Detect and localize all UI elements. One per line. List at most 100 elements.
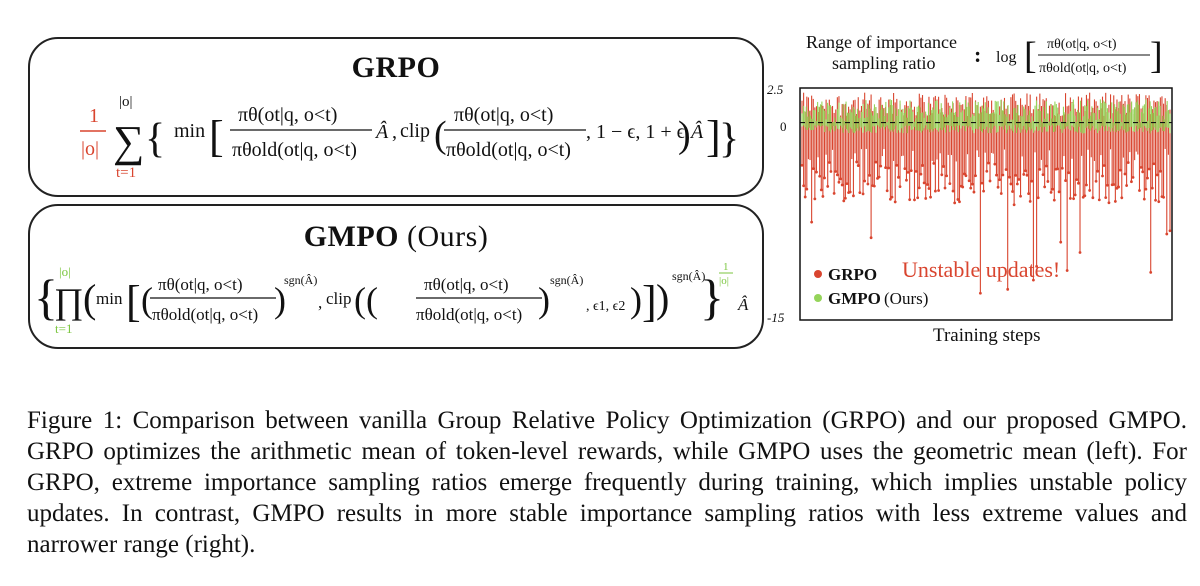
grpo-extreme-point bbox=[1007, 175, 1011, 179]
grpo-ratio1-den: πθold(ot|q, o<t) bbox=[232, 139, 357, 161]
grpo-extreme-point bbox=[972, 190, 976, 194]
gmpo-prod-symbol: ∏ bbox=[54, 281, 84, 321]
gmpo-comma: , bbox=[318, 293, 322, 312]
grpo-extreme-point bbox=[852, 194, 855, 198]
grpo-extreme-point bbox=[1052, 198, 1056, 202]
grpo-extreme-point bbox=[1085, 183, 1088, 187]
grpo-right-brace: } bbox=[719, 116, 739, 162]
grpo-extreme-point bbox=[868, 173, 871, 177]
grpo-adv2: Â bbox=[689, 120, 704, 143]
gmpo-inner-open2: ( bbox=[366, 280, 378, 320]
grpo-extreme-point bbox=[887, 166, 891, 170]
grpo-extreme-point bbox=[1083, 194, 1087, 198]
grpo-extreme-point bbox=[1025, 173, 1029, 177]
grpo-extreme-point bbox=[810, 220, 814, 224]
grpo-extreme-point bbox=[821, 195, 825, 198]
grpo-extreme-point bbox=[1019, 194, 1022, 198]
grpo-extreme-point bbox=[1022, 173, 1026, 176]
grpo-extreme-point bbox=[1104, 196, 1108, 200]
grpo-extreme-point bbox=[897, 175, 900, 179]
grpo-extreme-point bbox=[1060, 166, 1064, 170]
grpo-extreme-point bbox=[1023, 169, 1027, 173]
grpo-extreme-point bbox=[1158, 169, 1162, 173]
grpo-coef-num: 1 bbox=[89, 105, 99, 127]
gmpo-title: GMPO (Ours) bbox=[30, 220, 762, 254]
gmpo-sgn3: sgn(Â) bbox=[672, 269, 705, 283]
gmpo-sgn2: sgn(Â) bbox=[550, 273, 583, 287]
gmpo-title-normal: (Ours) bbox=[407, 220, 489, 253]
grpo-sum-bottom: t=1 bbox=[116, 165, 136, 181]
grpo-extreme-point bbox=[1107, 201, 1111, 205]
grpo-extreme-point bbox=[1168, 229, 1172, 233]
grpo-extreme-point bbox=[943, 186, 947, 190]
grpo-extreme-point bbox=[835, 173, 839, 177]
grpo-extreme-point bbox=[1035, 264, 1039, 268]
grpo-extreme-point bbox=[1125, 184, 1129, 187]
gmpo-left-bracket: [ bbox=[126, 277, 141, 326]
grpo-extreme-point bbox=[823, 176, 826, 180]
grpo-extreme-point bbox=[1078, 251, 1082, 254]
grpo-formula-box: GRPO 1 |o| |o| ∑ t=1 { min [ πθ(ot|q, o<… bbox=[28, 37, 764, 197]
grpo-extreme-point bbox=[925, 183, 929, 186]
grpo-extreme-point bbox=[1044, 164, 1048, 168]
legend-grpo-label: GRPO bbox=[828, 265, 877, 284]
grpo-extreme-point bbox=[1043, 185, 1047, 189]
legend-grpo-marker bbox=[814, 270, 822, 278]
grpo-extreme-point bbox=[1142, 197, 1146, 201]
grpo-extreme-point bbox=[832, 191, 836, 195]
grpo-extreme-point bbox=[1144, 187, 1148, 191]
grpo-extreme-point bbox=[1067, 171, 1071, 175]
grpo-extreme-point bbox=[1041, 173, 1045, 177]
grpo-extreme-point bbox=[811, 167, 815, 171]
gmpo-exp-den: |o| bbox=[719, 275, 729, 287]
grpo-extreme-point bbox=[988, 179, 992, 183]
grpo-extreme-point bbox=[1051, 187, 1055, 191]
grpo-extreme-point bbox=[1088, 189, 1092, 192]
grpo-extreme-point bbox=[1157, 200, 1161, 204]
grpo-extreme-point bbox=[967, 179, 971, 183]
grpo-extreme-point bbox=[874, 160, 878, 164]
gmpo-inner-close1: ) bbox=[274, 280, 286, 320]
grpo-extreme-point bbox=[962, 172, 966, 176]
grpo-extreme-point bbox=[1015, 182, 1019, 186]
grpo-extreme-point bbox=[1141, 170, 1145, 174]
grpo-extreme-point bbox=[1072, 197, 1075, 201]
grpo-extreme-point bbox=[1006, 287, 1010, 291]
grpo-extreme-point bbox=[1046, 180, 1050, 183]
grpo-title: GRPO bbox=[351, 51, 441, 84]
grpo-extreme-point bbox=[1012, 203, 1016, 207]
gmpo-ratio2-den: πθold(ot|q, o<t) bbox=[416, 305, 522, 324]
grpo-extreme-point bbox=[1117, 185, 1120, 189]
grpo-extreme-point bbox=[945, 174, 949, 178]
grpo-extreme-point bbox=[913, 198, 916, 202]
grpo-extreme-point bbox=[924, 197, 928, 200]
grpo-extreme-point bbox=[932, 161, 936, 165]
grpo-extreme-point bbox=[940, 173, 944, 177]
grpo-extreme-point bbox=[998, 178, 1002, 182]
grpo-extreme-point bbox=[982, 189, 985, 193]
gmpo-clip-close: ) bbox=[630, 280, 642, 320]
grpo-extreme-point bbox=[1147, 167, 1151, 171]
gmpo-inner-close2: ) bbox=[538, 280, 550, 320]
grpo-extreme-point bbox=[842, 199, 846, 203]
grpo-extreme-point bbox=[1123, 172, 1127, 176]
grpo-extreme-point bbox=[805, 187, 809, 191]
ytick-top: 2.5 bbox=[767, 82, 784, 97]
grpo-extreme-point bbox=[819, 188, 823, 192]
grpo-extreme-point bbox=[905, 178, 908, 182]
grpo-left-brace: { bbox=[145, 116, 165, 162]
gmpo-prod-bottom: t=1 bbox=[55, 321, 72, 336]
grpo-extreme-point bbox=[927, 187, 931, 190]
grpo-extreme-point bbox=[829, 170, 833, 173]
grpo-extreme-point bbox=[872, 184, 876, 188]
grpo-right-bracket: ] bbox=[706, 112, 721, 161]
grpo-extreme-point bbox=[1105, 183, 1109, 187]
grpo-extreme-point bbox=[978, 291, 982, 295]
grpo-clip-close: ) bbox=[678, 114, 691, 156]
grpo-extreme-point bbox=[974, 174, 977, 178]
grpo-sum-symbol: ∑ bbox=[113, 117, 144, 166]
grpo-extreme-point bbox=[956, 198, 960, 201]
grpo-extreme-point bbox=[1154, 198, 1157, 202]
grpo-extreme-point bbox=[877, 175, 881, 179]
grpo-extreme-point bbox=[1150, 186, 1154, 190]
